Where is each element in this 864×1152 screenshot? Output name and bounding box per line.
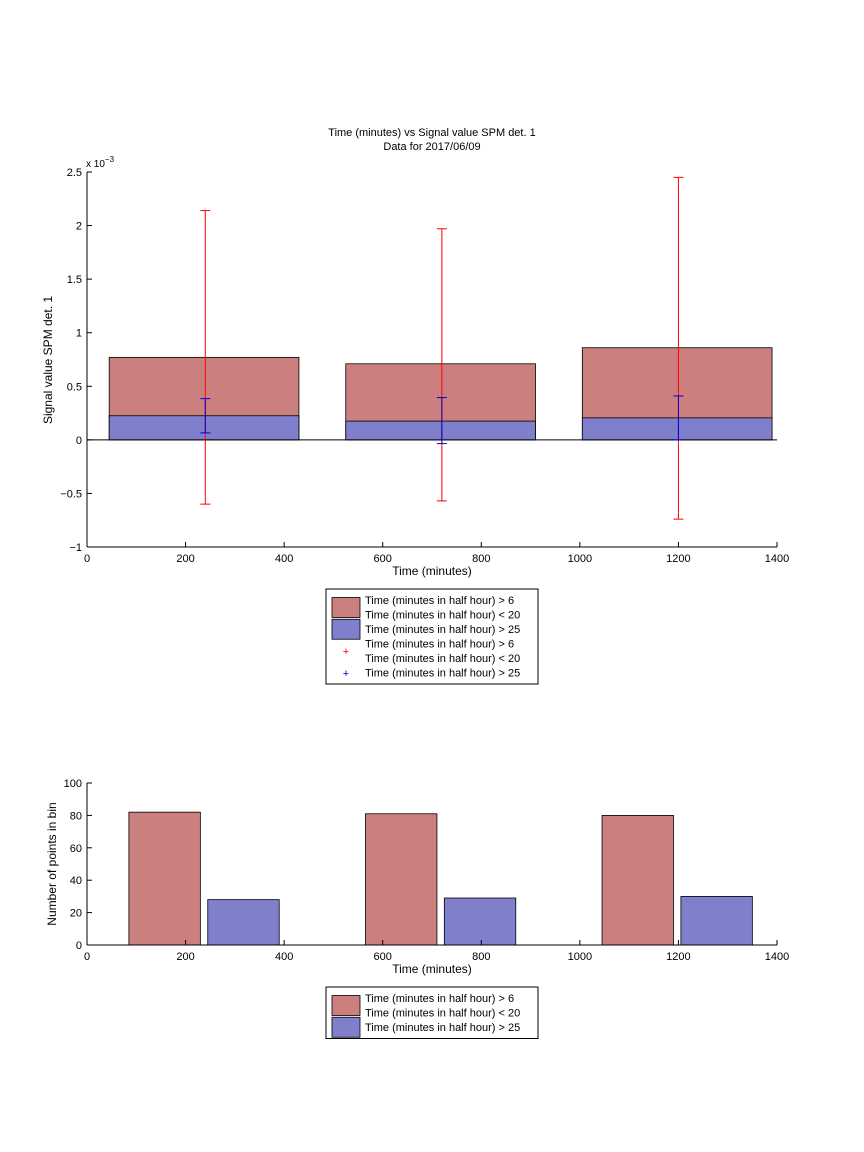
chart-title: Time (minutes) vs Signal value SPM det. … <box>328 127 535 139</box>
bar-1-4 <box>601 815 674 946</box>
legend-box-0 <box>325 588 539 685</box>
x-tick-label-0-7: 1400 <box>765 553 789 565</box>
y-tick-label-0-7: 2.5 <box>67 167 82 179</box>
bar-1-3 <box>443 897 517 946</box>
x-axis-label-top: Time (minutes) <box>392 564 472 578</box>
legend-label-0-0-1: Time (minutes in half hour) < 20 <box>365 610 520 622</box>
x-tick-label-1-0: 0 <box>84 951 90 963</box>
legend-marker-0-3: + <box>343 668 349 680</box>
y-tick-label-0-2: 0 <box>76 435 82 447</box>
y-axis-label-bottom: Number of points in bin <box>45 802 59 925</box>
legend-label-1-0-1: Time (minutes in half hour) < 20 <box>365 1008 520 1020</box>
x-tick-label-1-3: 600 <box>374 951 392 963</box>
y-tick-label-0-6: 2 <box>76 221 82 233</box>
count-plot: 0 200 400 600 800 1000 1200 1400 0 20 40 60 80 100 <box>64 778 790 963</box>
bar-1-0 <box>128 811 201 946</box>
signal-plot: 0 200 400 600 800 1000 1200 1400 −1 −0.5 0 0.5 1 1.5 2… <box>60 167 789 565</box>
bar-0-5 <box>581 417 773 441</box>
count-legend: Time (minutes in half hour) > 6 Time (min… <box>325 986 539 1039</box>
bar-1-1 <box>207 899 280 946</box>
y-tick-label-0-4: 1 <box>76 328 82 340</box>
legend-label-0-3-0: Time (minutes in half hour) > 25 <box>365 668 520 680</box>
y-tick-label-0-0: −1 <box>69 542 82 554</box>
y-tick-label-1-5: 100 <box>64 778 82 790</box>
x-axis-label-bottom: Time (minutes) <box>392 962 472 976</box>
y-tick-label-0-1: −0.5 <box>60 488 82 500</box>
chart-subtitle: Data for 2017/06/09 <box>383 141 480 153</box>
x-tick-label-1-2: 400 <box>275 951 293 963</box>
x-tick-label-1-5: 1000 <box>568 951 592 963</box>
y-exponent-label: x 10−3 <box>86 155 115 170</box>
legend-swatch-0-1 <box>331 618 361 640</box>
y-tick-label-0-5: 1.5 <box>67 274 82 286</box>
x-tick-label-1-1: 200 <box>176 951 194 963</box>
y-tick-label-1-2: 40 <box>70 875 82 887</box>
y-tick-label-1-0: 0 <box>76 940 82 952</box>
bar-1-5 <box>680 896 753 946</box>
y-tick-label-1-3: 60 <box>70 843 82 855</box>
x-tick-label-0-2: 400 <box>275 553 293 565</box>
x-tick-label-0-5: 1000 <box>568 553 592 565</box>
legend-swatch-1-0 <box>331 995 361 1016</box>
bar-0-3 <box>108 415 300 441</box>
x-tick-label-0-0: 0 <box>84 553 90 565</box>
legend-label-0-2-1: Time (minutes in half hour) < 20 <box>365 653 520 665</box>
legend-box-1 <box>325 986 539 1039</box>
x-tick-label-0-3: 600 <box>374 553 392 565</box>
x-tick-label-0-4: 800 <box>472 553 490 565</box>
legend-label-0-1-0: Time (minutes in half hour) > 25 <box>365 624 520 636</box>
signal-legend: Time (minutes in half hour) > 6 Time (min… <box>325 588 539 685</box>
legend-swatch-0-0 <box>331 597 361 618</box>
legend-label-1-1-0: Time (minutes in half hour) > 25 <box>365 1022 520 1034</box>
y-tick-label-1-4: 80 <box>70 810 82 822</box>
legend-swatch-1-1 <box>331 1016 361 1038</box>
bar-0-4 <box>345 420 536 441</box>
x-tick-label-0-6: 1200 <box>666 553 690 565</box>
x-tick-label-0-1: 200 <box>176 553 194 565</box>
x-tick-label-1-7: 1400 <box>765 951 789 963</box>
y-tick-label-1-1: 20 <box>70 908 82 920</box>
x-tick-label-1-6: 1200 <box>666 951 690 963</box>
legend-label-0-2-0: Time (minutes in half hour) > 6 <box>365 639 514 651</box>
x-tick-label-1-4: 800 <box>472 951 490 963</box>
legend-marker-0-2: + <box>343 646 349 658</box>
y-tick-label-0-3: 0.5 <box>67 381 82 393</box>
legend-label-0-0-0: Time (minutes in half hour) > 6 <box>365 595 514 607</box>
bar-1-2 <box>365 813 438 946</box>
legend-label-1-0-0: Time (minutes in half hour) > 6 <box>365 993 514 1005</box>
y-axis-label-top: Signal value SPM det. 1 <box>41 296 55 424</box>
